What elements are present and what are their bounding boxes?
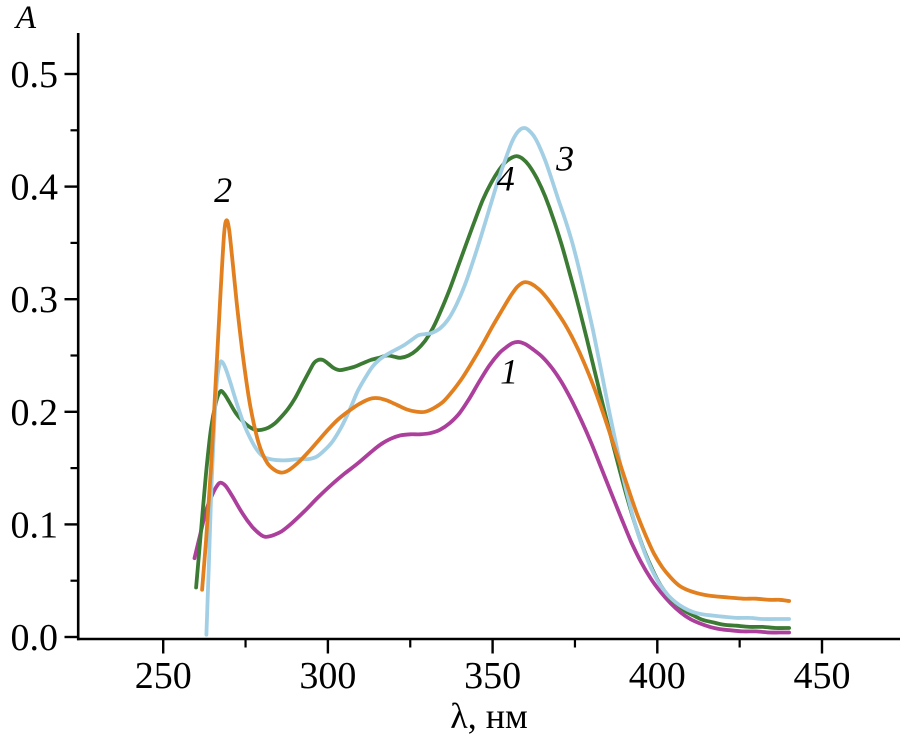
curve-number-label-3: 3: [555, 138, 574, 178]
spectrum-curve-3: [204, 126, 791, 637]
y-tick-label: 0.2: [11, 392, 59, 434]
y-tick-label: 0.3: [11, 279, 59, 321]
x-tick-label: 450: [794, 655, 851, 697]
x-tick-label: 250: [135, 655, 192, 697]
curves: [192, 126, 791, 637]
y-tick-label: 0.4: [11, 167, 59, 209]
tick-labels: 0.0 0.1 0.2 0.3 0.4 0.5 250 300 350 400 450: [11, 54, 851, 697]
y-axis-title: A: [14, 0, 37, 36]
y-tick-label: 0.5: [11, 54, 59, 96]
y-tick-label: 0.1: [11, 504, 59, 546]
x-tick-label: 300: [299, 655, 356, 697]
x-axis-title: λ, нм: [450, 696, 528, 736]
curve-labels: 1 43 2: [214, 138, 574, 391]
axes: [64, 33, 900, 654]
spectrum-curve-4: [194, 154, 791, 630]
curve-number-label-1: 1: [500, 351, 518, 391]
curve-number-label-2: 2: [214, 170, 232, 210]
curve-number-label-4: 4: [497, 159, 515, 199]
y-tick-label: 0.0: [11, 617, 59, 659]
x-tick-label: 400: [629, 655, 686, 697]
x-tick-label: 350: [464, 655, 521, 697]
spectrum-curve-2: [200, 218, 791, 603]
spectrum-curve-1: [192, 340, 791, 635]
